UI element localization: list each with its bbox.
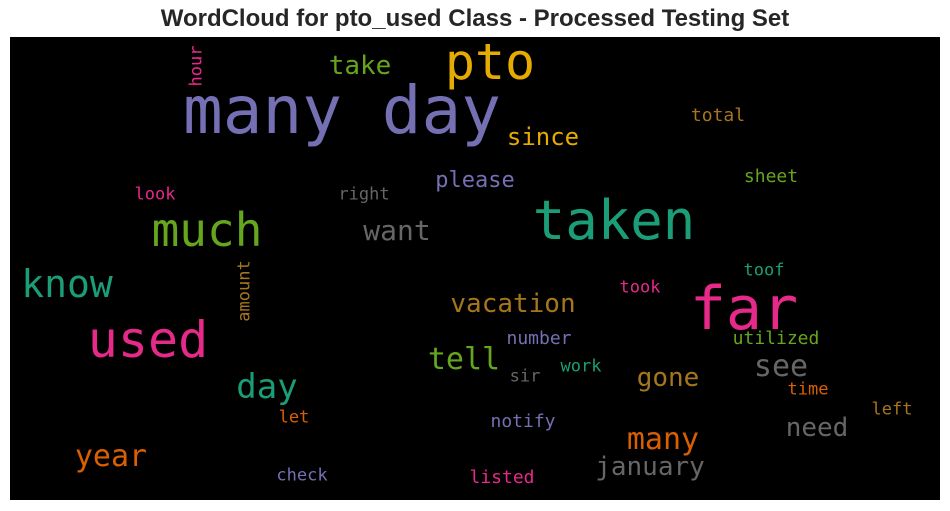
word-let: let [278,407,310,428]
word-take: take [328,51,392,81]
word-since: since [506,123,580,151]
word-total: total [690,105,746,126]
word-january: january [595,452,705,482]
word-vacation: vacation [450,289,576,319]
word-many-day: many day [183,72,501,149]
word-work: work [560,356,602,377]
word-year: year [74,439,148,474]
word-amount: amount [234,260,255,322]
wordcloud-canvas: many day pto taken far used much know ta… [10,37,940,500]
word-check: check [276,465,328,486]
word-pto: pto [444,37,536,91]
word-look: look [134,184,176,205]
word-used: used [87,311,209,369]
word-tell: tell [427,342,501,377]
word-day: day [236,367,298,407]
word-took: took [619,277,661,298]
word-please: please [435,168,515,193]
word-want: want [363,214,431,247]
word-right: right [338,184,390,205]
word-sheet: sheet [743,166,799,187]
word-much: much [151,203,263,257]
word-listed: listed [469,467,535,488]
word-utilized: utilized [732,328,820,349]
figure-title: WordCloud for pto_used Class - Processed… [160,5,790,32]
word-see: see [753,349,809,384]
word-far: far [689,274,799,344]
word-many: many [626,422,700,457]
word-need: need [785,413,849,443]
word-left: left [871,399,913,420]
word-know: know [21,262,113,306]
word-toof: toof [743,260,785,281]
word-time: time [787,379,829,400]
word-number: number [506,328,572,349]
word-hour: hour [186,45,207,87]
word-sir: sir [509,366,541,387]
word-taken: taken [532,189,696,252]
word-notify: notify [490,411,556,432]
word-gone: gone [636,363,700,393]
